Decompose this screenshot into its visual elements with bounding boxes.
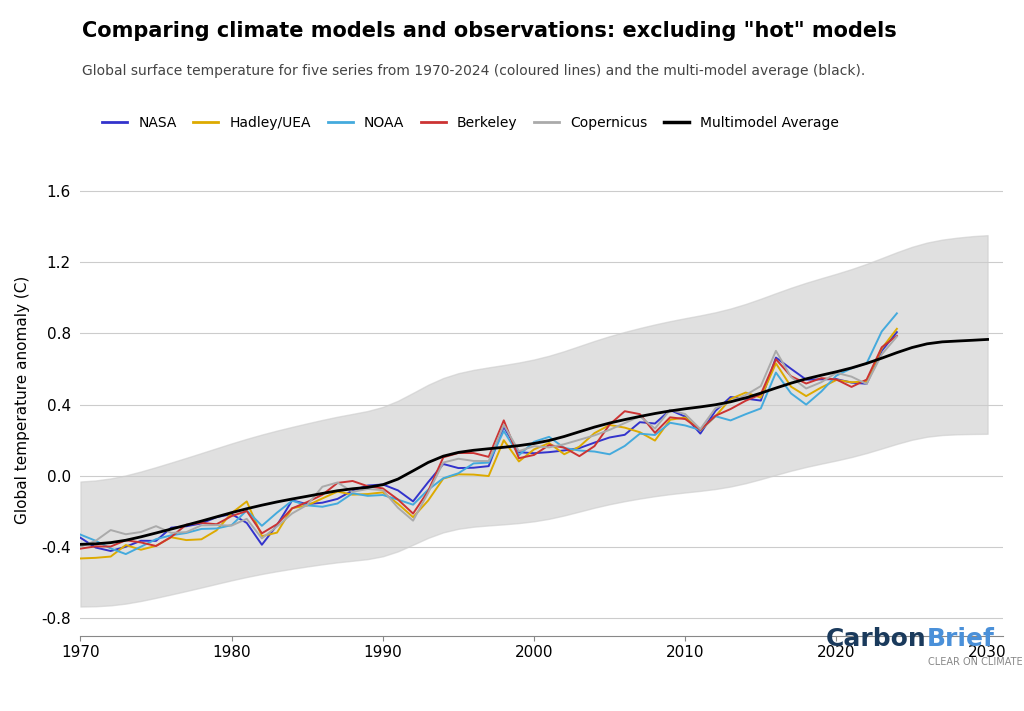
- Text: Comparing climate models and observations: excluding "hot" models: Comparing climate models and observation…: [82, 21, 897, 41]
- Y-axis label: Global temperature anomaly (C): Global temperature anomaly (C): [15, 276, 30, 524]
- Text: Brief: Brief: [927, 626, 994, 651]
- Text: CLEAR ON CLIMATE: CLEAR ON CLIMATE: [928, 657, 1022, 667]
- Text: Carbon: Carbon: [826, 626, 927, 651]
- Legend: NASA, Hadley/UEA, NOAA, Berkeley, Copernicus, Multimodel Average: NASA, Hadley/UEA, NOAA, Berkeley, Copern…: [96, 110, 845, 135]
- Text: Global surface temperature for five series from 1970-2024 (coloured lines) and t: Global surface temperature for five seri…: [82, 64, 865, 78]
